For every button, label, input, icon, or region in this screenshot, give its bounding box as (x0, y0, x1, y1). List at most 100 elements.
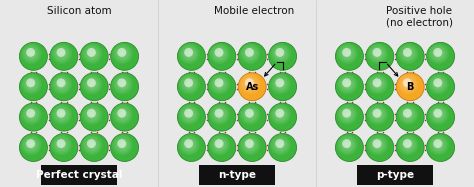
Circle shape (435, 110, 442, 118)
Circle shape (245, 48, 255, 59)
Circle shape (271, 136, 290, 154)
Circle shape (273, 76, 288, 92)
Circle shape (56, 139, 65, 148)
Circle shape (54, 137, 70, 153)
Circle shape (275, 79, 286, 89)
Circle shape (244, 77, 256, 91)
Circle shape (83, 136, 101, 154)
Circle shape (399, 44, 417, 63)
Circle shape (50, 134, 78, 161)
Circle shape (22, 75, 40, 93)
Circle shape (249, 52, 251, 55)
Circle shape (238, 103, 266, 131)
Circle shape (345, 81, 350, 87)
Circle shape (403, 109, 412, 118)
Circle shape (60, 52, 63, 55)
Circle shape (370, 137, 385, 153)
Circle shape (180, 44, 199, 63)
Circle shape (407, 113, 410, 116)
FancyBboxPatch shape (357, 165, 433, 185)
Circle shape (242, 76, 258, 92)
Circle shape (342, 48, 351, 57)
Circle shape (23, 106, 39, 122)
Circle shape (214, 109, 225, 119)
Circle shape (274, 108, 287, 121)
Circle shape (278, 81, 283, 87)
Circle shape (29, 142, 34, 147)
Circle shape (182, 76, 197, 92)
Circle shape (376, 143, 379, 146)
Circle shape (345, 112, 350, 117)
Circle shape (180, 105, 199, 123)
Circle shape (53, 136, 71, 154)
Circle shape (407, 83, 410, 85)
Circle shape (399, 105, 417, 123)
Text: Mobile electron: Mobile electron (215, 6, 295, 16)
Circle shape (249, 83, 251, 85)
Circle shape (275, 140, 286, 150)
Circle shape (116, 108, 129, 121)
Circle shape (367, 43, 388, 64)
Circle shape (58, 141, 65, 149)
Circle shape (26, 79, 36, 89)
Circle shape (118, 141, 127, 149)
Circle shape (117, 109, 126, 118)
Circle shape (54, 106, 70, 122)
Circle shape (25, 108, 38, 121)
Circle shape (29, 51, 34, 56)
Circle shape (30, 83, 33, 85)
Circle shape (115, 106, 130, 122)
Circle shape (245, 109, 255, 119)
Circle shape (376, 83, 379, 85)
Circle shape (240, 73, 261, 94)
Circle shape (241, 136, 259, 154)
Circle shape (400, 46, 416, 61)
Circle shape (371, 77, 384, 91)
Circle shape (404, 110, 412, 118)
Circle shape (341, 47, 354, 60)
Circle shape (217, 51, 222, 56)
Circle shape (278, 112, 283, 117)
Circle shape (346, 83, 349, 85)
Circle shape (238, 134, 266, 161)
Circle shape (26, 109, 36, 119)
Circle shape (342, 48, 353, 59)
Circle shape (121, 113, 124, 116)
Circle shape (241, 105, 259, 123)
Circle shape (396, 42, 424, 70)
Circle shape (87, 79, 97, 89)
Circle shape (342, 140, 353, 150)
Circle shape (371, 138, 384, 151)
Circle shape (403, 48, 412, 57)
Circle shape (247, 112, 253, 117)
Circle shape (177, 73, 205, 101)
Circle shape (240, 134, 261, 155)
Text: Positive hole
(no electron): Positive hole (no electron) (386, 6, 453, 28)
Circle shape (429, 75, 447, 93)
Circle shape (209, 104, 230, 125)
Circle shape (84, 76, 100, 92)
Circle shape (269, 134, 297, 161)
Circle shape (279, 143, 282, 146)
Circle shape (343, 110, 351, 118)
Circle shape (115, 137, 130, 153)
Circle shape (427, 103, 455, 131)
Circle shape (273, 46, 288, 61)
Circle shape (177, 42, 205, 70)
Circle shape (273, 106, 288, 122)
Circle shape (58, 50, 65, 57)
Circle shape (188, 113, 191, 116)
Circle shape (404, 141, 412, 149)
Circle shape (208, 73, 236, 101)
Circle shape (403, 78, 412, 87)
Circle shape (407, 52, 410, 55)
Circle shape (29, 112, 34, 117)
Circle shape (215, 78, 223, 87)
Circle shape (185, 110, 193, 118)
Text: p-type: p-type (376, 170, 414, 180)
Circle shape (80, 73, 108, 101)
Circle shape (246, 141, 254, 149)
Circle shape (435, 50, 442, 57)
Circle shape (117, 139, 126, 148)
Circle shape (121, 52, 124, 55)
